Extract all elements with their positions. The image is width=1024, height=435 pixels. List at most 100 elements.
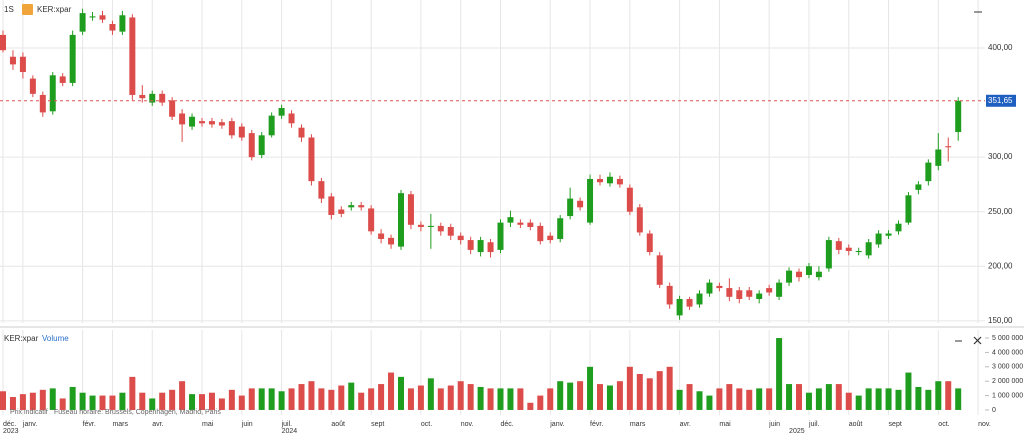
candle-body: [567, 198, 574, 217]
volume-bar: [577, 381, 584, 410]
candle-body: [248, 133, 255, 158]
candle-body: [109, 24, 116, 31]
x-tick-label: déc.: [3, 421, 16, 428]
candle-body: [139, 94, 146, 99]
candle-body: [437, 225, 444, 232]
volume-bar: [388, 372, 395, 410]
x-tick-label: nov.: [461, 421, 474, 428]
candle-body: [517, 222, 524, 225]
volume-bar: [109, 395, 116, 410]
candle-body: [119, 15, 126, 32]
candle-body: [676, 298, 683, 316]
candle-body: [258, 135, 265, 155]
x-year-label: 2023: [3, 428, 19, 435]
volume-bar: [547, 388, 554, 410]
candle-body: [288, 113, 295, 124]
candle-body: [129, 17, 136, 95]
volume-bar: [208, 392, 215, 410]
candle-body: [577, 200, 584, 208]
volume-bar: [587, 366, 594, 410]
x-tick-label: avr.: [152, 421, 163, 428]
candle-body: [597, 178, 603, 183]
volume-bar: [626, 366, 633, 410]
candle-body: [646, 233, 653, 253]
volume-bar: [59, 398, 66, 410]
volume-bar: [417, 385, 424, 410]
volume-bar: [656, 371, 663, 410]
candle-body: [338, 209, 345, 214]
volume-bar: [69, 386, 76, 410]
volume-bar: [935, 381, 942, 410]
candle-body: [457, 235, 464, 241]
volume-bar: [706, 395, 713, 410]
candle-body: [69, 34, 76, 83]
candle-body: [29, 78, 36, 94]
candle-body: [766, 288, 773, 293]
candle-body: [666, 285, 673, 305]
last-price-label: 351,65: [988, 96, 1013, 105]
candle-body: [388, 237, 395, 245]
x-tick-label: juil.: [281, 421, 293, 428]
candle-body: [805, 266, 812, 275]
volume-bar: [666, 366, 673, 410]
candle-body: [616, 178, 623, 185]
candle-body: [835, 241, 842, 250]
volume-bar: [955, 388, 962, 410]
candle-body: [796, 271, 802, 278]
candle-body: [238, 126, 245, 138]
volume-bar: [925, 389, 932, 410]
candle-body: [59, 76, 66, 83]
volume-bar: [437, 388, 444, 410]
candle-body: [427, 225, 434, 227]
x-tick-label: juin: [241, 421, 253, 428]
volume-bar: [179, 381, 186, 410]
candle-body: [179, 113, 186, 125]
candle-body: [925, 162, 932, 182]
volume-bar: [457, 381, 464, 410]
x-tick-label: févr.: [590, 421, 603, 428]
x-tick-label: juil.: [808, 421, 820, 428]
volume-bar: [537, 395, 544, 410]
volume-bar: [248, 388, 255, 410]
symbol: KER:xpar: [37, 5, 72, 14]
volume-bar: [119, 392, 126, 410]
volume-bar: [199, 394, 205, 410]
volume-bar: [507, 388, 514, 410]
volume-bar: [378, 384, 385, 410]
candle-body: [308, 137, 315, 182]
y-tick-label: 250,00: [988, 207, 1013, 216]
candle-body: [477, 240, 484, 253]
volume-bar: [736, 388, 743, 410]
volume-bar: [696, 391, 703, 410]
volume-bar: [517, 388, 524, 410]
volume-bar: [398, 376, 404, 410]
candle-body: [855, 250, 862, 253]
candle-body: [875, 233, 882, 245]
candle-body: [398, 193, 404, 247]
volume-bar: [756, 388, 763, 410]
volume-bar: [268, 388, 275, 410]
volume-close[interactable]: [973, 336, 982, 345]
volume-bar: [228, 389, 235, 410]
candle-body: [298, 127, 305, 138]
x-tick-label: oct.: [938, 421, 949, 428]
volume-bar: [905, 372, 912, 410]
volume-bar: [597, 384, 603, 410]
x-tick-label: nov.: [978, 421, 991, 428]
volume-tick-label: 2 000 000: [992, 378, 1023, 385]
x-tick-label: janv.: [22, 421, 37, 428]
candle-body: [159, 93, 166, 103]
candle-body: [696, 293, 703, 305]
volume-bar: [308, 381, 315, 410]
candle-body: [348, 205, 355, 208]
candle-body: [199, 121, 205, 124]
candle-body: [39, 94, 46, 113]
volume-bar: [159, 392, 166, 410]
candle-body: [79, 13, 86, 32]
volume-bar: [557, 381, 564, 410]
candle-body: [557, 218, 564, 239]
candle-body: [407, 194, 414, 225]
candle-body: [447, 226, 454, 236]
volume-bar: [218, 398, 225, 410]
